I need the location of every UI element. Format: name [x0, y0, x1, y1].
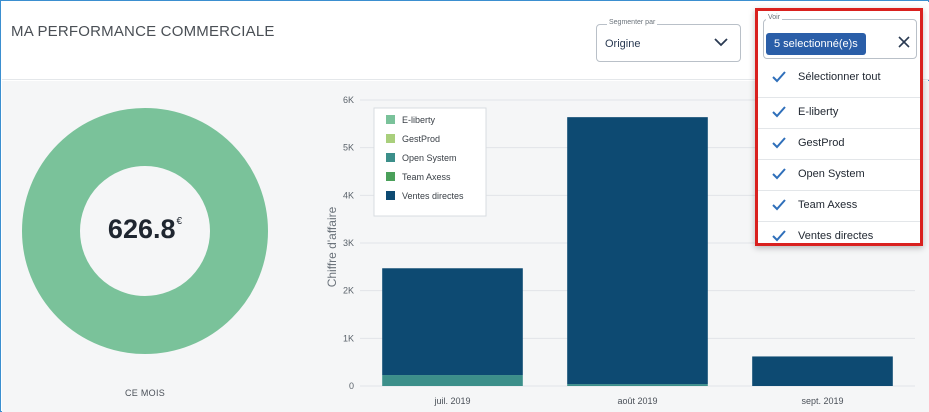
y-tick-label: 4K — [343, 190, 354, 200]
page-title: MA PERFORMANCE COMMERCIALE — [11, 23, 275, 40]
check-icon — [772, 71, 786, 83]
legend-swatch — [386, 153, 395, 162]
voir-dropdown: Voir 5 selectionné(e)s Sélectionner tout… — [755, 8, 923, 246]
chevron-down-icon — [714, 38, 728, 47]
x-tick-label: août 2019 — [617, 396, 657, 406]
option-label: Open System — [798, 168, 865, 180]
option-select-all[interactable]: Sélectionner tout — [758, 63, 920, 93]
option-gestprod[interactable]: GestProd — [758, 128, 920, 158]
option-label: GestProd — [798, 137, 845, 149]
y-tick-label: 2K — [343, 286, 354, 296]
voir-select-legend: Voir — [766, 14, 783, 21]
donut-ring — [22, 108, 268, 354]
option-label: Ventes directes — [798, 230, 874, 242]
legend-label: GestProd — [402, 134, 440, 144]
legend-swatch — [386, 134, 395, 143]
check-icon — [772, 106, 786, 118]
y-tick-label: 3K — [343, 238, 354, 248]
selection-count-chip[interactable]: 5 selectionné(e)s — [766, 33, 866, 55]
segment-select-legend: Segmenter par — [607, 19, 658, 26]
donut-period-label: CE MOIS — [124, 388, 166, 398]
segment-select-value: Origine — [605, 38, 641, 50]
legend-label: Open System — [402, 153, 457, 163]
bar-segment — [567, 384, 708, 386]
option-label: Sélectionner tout — [798, 71, 881, 83]
revenue-bar-chart: 0 1K 2K 3K 4K 5K 6K Chiffre d'affaire juil. 2019… — [325, 95, 915, 406]
y-tick-label: 1K — [343, 333, 354, 343]
y-axis-label: Chiffre d'affaire — [325, 206, 339, 287]
y-tick-label: 6K — [343, 95, 354, 105]
option-team-axess[interactable]: Team Axess — [758, 190, 920, 220]
legend-label: Ventes directes — [402, 191, 464, 201]
option-label: E-liberty — [798, 106, 839, 118]
donut-total-value: 626.8 — [107, 214, 176, 244]
option-e-liberty[interactable]: E-liberty — [758, 97, 920, 127]
bar-segment — [567, 117, 708, 385]
x-tick-label: sept. 2019 — [801, 396, 843, 406]
segment-select[interactable]: Segmenter par Origine — [596, 19, 741, 62]
check-icon — [772, 168, 786, 180]
option-label: Team Axess — [798, 199, 858, 211]
check-icon — [772, 137, 786, 149]
y-tick-label: 0 — [349, 381, 354, 391]
bar-segment — [382, 268, 523, 376]
option-open-system[interactable]: Open System — [758, 159, 920, 189]
option-ventes-directes[interactable]: Ventes directes — [758, 221, 920, 251]
legend-swatch — [386, 115, 395, 124]
x-tick-label: juil. 2019 — [433, 396, 470, 406]
close-icon[interactable] — [898, 36, 910, 48]
voir-select[interactable] — [763, 19, 917, 59]
bar-segment — [752, 356, 893, 386]
legend-label: E-liberty — [402, 115, 436, 125]
legend-swatch — [386, 191, 395, 200]
check-icon — [772, 230, 786, 242]
revenue-donut: 626.8€ — [22, 108, 268, 354]
check-icon — [772, 199, 786, 211]
legend-swatch — [386, 172, 395, 181]
y-tick-label: 5K — [343, 143, 354, 153]
legend-label: Team Axess — [402, 172, 451, 182]
bar-segment — [382, 375, 523, 386]
donut-total: 626.8€ — [22, 214, 268, 245]
currency-symbol: € — [176, 216, 183, 227]
